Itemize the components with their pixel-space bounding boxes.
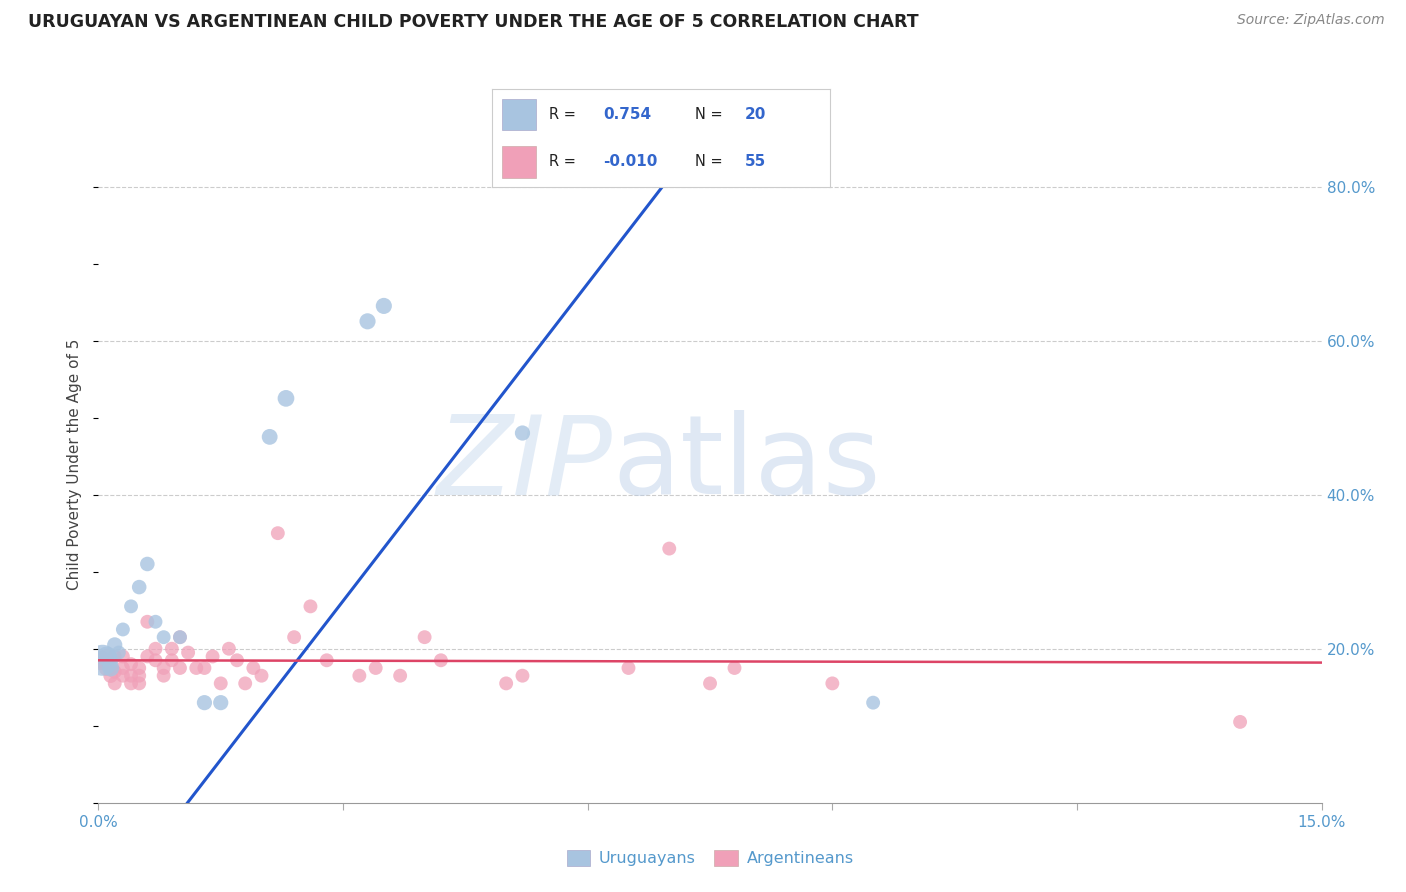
Point [209,676,232,690]
Text: Source: ZipAtlas.com: Source: ZipAtlas.com [1237,13,1385,28]
Text: 0.754: 0.754 [603,107,651,122]
Point [100,661,122,675]
Point [145,615,167,629]
Point [128,676,150,690]
Point [111,669,134,683]
Point [120,657,142,672]
Point [128,580,150,594]
Point [136,649,159,664]
Point [128,661,150,675]
Point [120,676,142,690]
Point [96,649,118,664]
Point [389,669,412,683]
Point [259,430,281,444]
Point [201,649,224,664]
Point [512,669,534,683]
Point [90,653,112,667]
Point [128,669,150,683]
Point [152,661,174,675]
Point [250,669,273,683]
Point [145,641,167,656]
Point [267,526,290,541]
Point [96,649,118,664]
Text: -0.010: -0.010 [603,154,658,169]
Point [209,696,232,710]
Point [723,661,745,675]
Bar [502,99,536,130]
Point [120,599,142,614]
Point [169,630,191,644]
Point [169,661,191,675]
Text: R =: R = [550,107,576,122]
Point [373,299,395,313]
Legend: Uruguayans, Argentineans: Uruguayans, Argentineans [560,844,860,872]
Point [430,653,453,667]
Point [821,676,844,690]
Point [274,392,297,406]
Point [413,630,436,644]
Point [136,615,159,629]
Point [104,676,127,690]
Point [495,676,517,690]
Point [356,314,378,328]
Point [120,669,142,683]
Point [111,649,134,664]
Point [96,661,118,675]
Point [145,653,167,667]
Point [242,661,264,675]
Point [1229,714,1251,729]
Text: N =: N = [695,107,723,122]
Point [658,541,681,556]
Point [233,676,256,690]
Text: 55: 55 [745,154,766,169]
Point [152,669,174,683]
Point [111,661,134,675]
Point [177,646,200,660]
Point [193,661,215,675]
Point [136,557,159,571]
Point [108,646,131,660]
Point [349,669,371,683]
Point [104,665,127,679]
Point [299,599,322,614]
Point [862,696,884,710]
Point [699,676,721,690]
Point [193,696,215,710]
Text: 20: 20 [745,107,766,122]
Point [186,661,208,675]
Text: R =: R = [550,154,576,169]
Point [152,630,174,644]
Point [315,653,337,667]
Point [364,661,387,675]
Point [100,661,122,675]
Point [104,649,127,664]
Point [617,661,640,675]
Point [91,653,114,667]
Point [226,653,249,667]
Point [512,425,534,440]
Bar [502,146,536,178]
Point [218,641,240,656]
Y-axis label: Child Poverty Under the Age of 5: Child Poverty Under the Age of 5 [67,338,83,590]
Text: URUGUAYAN VS ARGENTINEAN CHILD POVERTY UNDER THE AGE OF 5 CORRELATION CHART: URUGUAYAN VS ARGENTINEAN CHILD POVERTY U… [28,13,918,31]
Point [160,653,183,667]
Point [283,630,305,644]
Point [91,653,114,667]
Point [100,669,122,683]
Text: ZIP: ZIP [436,410,612,517]
Point [160,641,183,656]
Point [169,630,191,644]
Text: atlas: atlas [612,410,880,517]
Text: N =: N = [695,154,723,169]
Point [104,638,127,652]
Point [111,623,134,637]
